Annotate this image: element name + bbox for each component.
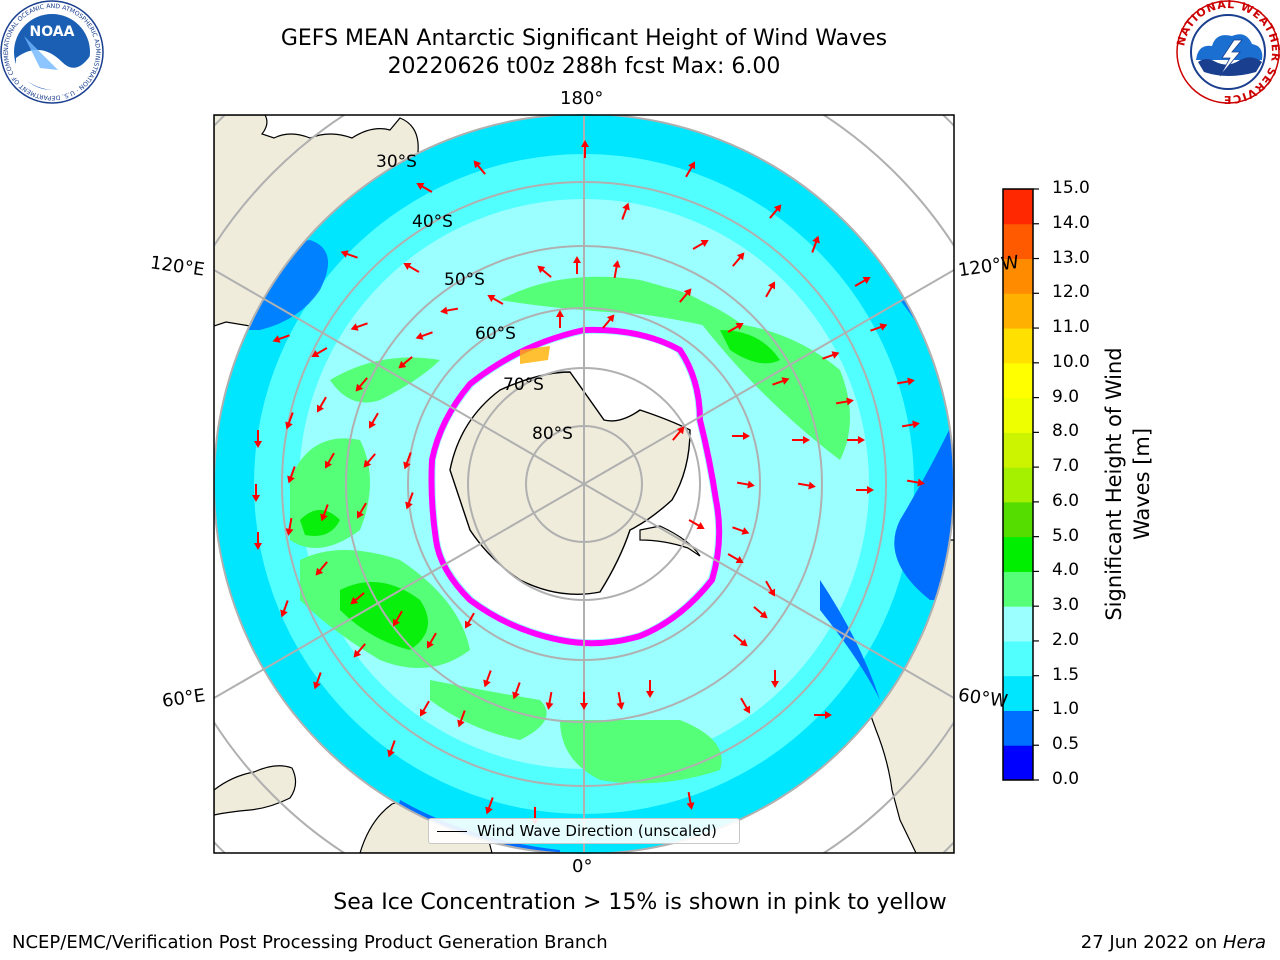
colorbar-segment [1003,432,1033,468]
colorbar-segment [1003,397,1033,433]
colorbar-segment [1003,362,1033,399]
noaa-logo-text: NOAA [30,24,75,40]
lat-label-30s: 30°S [376,152,417,172]
lat-label-50s: 50°S [444,270,485,290]
map-subtitle: 20220626 t00z 288h fcst Max: 6.00 [387,54,781,79]
green-wave-band [290,276,850,784]
colorbar-segment [1003,640,1033,677]
colorbar-segment [1003,467,1033,503]
antarctica [449,371,691,595]
colorbar-segment [1003,606,1033,642]
footer-date: 27 Jun 2022 on Hera [1081,932,1266,953]
colorbar-tick-label: 15.0 [1052,178,1090,198]
colorbar-segment [1003,223,1033,260]
lat-label-80s: 80°S [532,424,573,444]
legend-label: Wind Wave Direction (unscaled) [477,822,717,840]
map-title: GEFS MEAN Antarctic Significant Height o… [280,26,888,51]
colorbar-segment [1003,536,1033,572]
lon-label-180: 180° [560,88,604,109]
colorbar-segment [1003,293,1033,329]
colorbar-segment [1003,745,1033,781]
colorbar-tick-label: 9.0 [1052,386,1080,407]
colorbar-segment [1003,189,1033,225]
colorbar-tick-label: 1.0 [1052,699,1080,720]
colorbar-segment [1003,571,1033,607]
wind-wave-arrows [252,140,925,825]
footer-system: Hera [1222,932,1266,953]
colorbar-tick-label: 5.0 [1052,525,1080,546]
colorbar [1003,188,1039,781]
colorbar-tick-label: 0.5 [1052,734,1080,755]
colorbar-segment [1003,258,1033,294]
colorbar-label-line1: Significant Height of Wind [1102,347,1126,621]
colorbar-segment [1003,710,1033,746]
map-frame-border [213,114,955,854]
colorbar-segment [1003,501,1033,538]
colorbar-border [1002,188,1034,781]
map-legend: Wind Wave Direction (unscaled) [428,818,740,844]
lat-label-40s: 40°S [412,212,453,232]
lat-label-60s: 60°S [475,324,516,344]
colorbar-tick-label: 4.0 [1052,560,1080,581]
national-weather-service-logo-icon: NATIONAL WEATHER SERVICE [1176,0,1280,104]
lat-label-70s: 70°S [503,375,544,395]
colorbar-tick-label: 7.0 [1052,456,1080,477]
sea-ice-caption: Sea Ice Concentration > 15% is shown in … [333,890,947,915]
colorbar-segment [1003,328,1033,364]
colorbar-tick-label: 1.5 [1052,664,1080,685]
footer-date-text: 27 Jun 2022 on [1080,932,1223,953]
colorbar-tick-label: 2.0 [1052,629,1080,650]
colorbar-tick-label: 10.0 [1052,351,1090,372]
footer-credit: NCEP/EMC/Verification Post Processing Pr… [12,932,608,953]
colorbar-tick-label: 14.0 [1052,212,1090,233]
noaa-logo-icon: NOAA NATIONAL OCEANIC AND ATMOSPHERIC AD… [0,0,104,104]
graticule [214,115,954,853]
colorbar-tick-label: 13.0 [1052,247,1090,268]
legend-line-sample [437,831,467,832]
colorbar-tick-label: 12.0 [1052,282,1090,303]
colorbar-tick-label: 6.0 [1052,490,1080,511]
colorbar-tick-label: 11.0 [1052,317,1090,338]
colorbar-tick-label: 0.0 [1052,769,1080,789]
colorbar-tick-label: 3.0 [1052,595,1080,616]
lon-label-0: 0° [572,856,593,877]
colorbar-tick-label: 8.0 [1052,421,1080,442]
colorbar-segment [1003,675,1033,711]
colorbar-label: Significant Height of Wind Waves [m] [1100,347,1156,620]
colorbar-label-line2: Waves [m] [1130,427,1154,541]
